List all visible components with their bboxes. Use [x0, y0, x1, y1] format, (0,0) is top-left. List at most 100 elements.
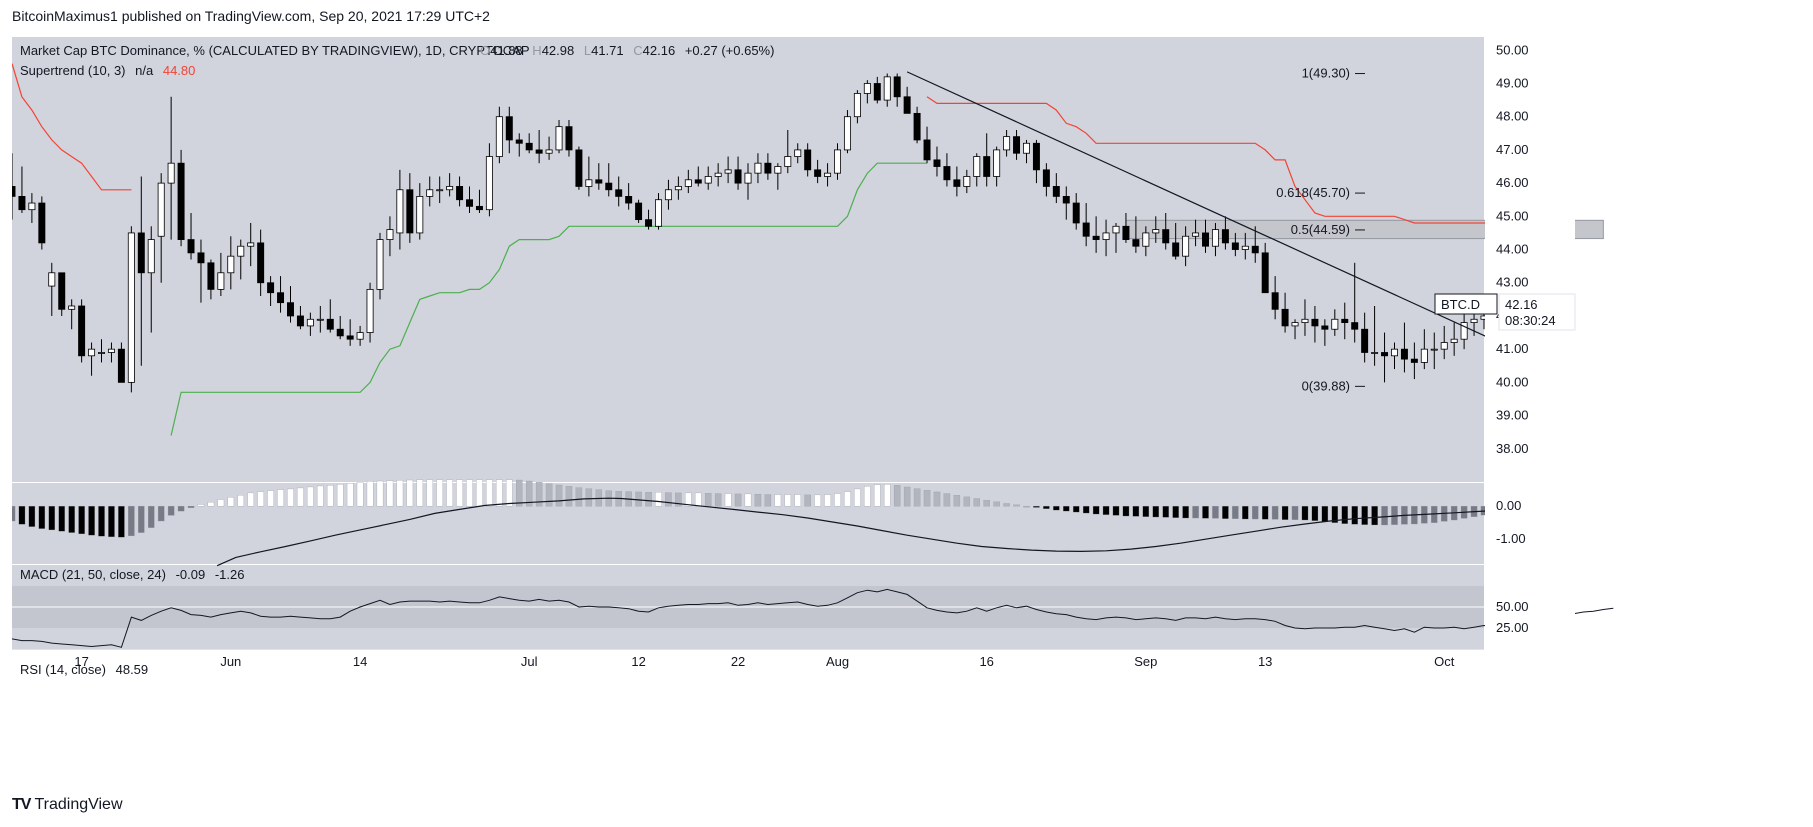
- macd-histogram-bar: [913, 488, 921, 507]
- candle-body: [575, 149, 583, 187]
- rsi-value: 48.59: [116, 662, 149, 677]
- candle-body: [366, 288, 374, 333]
- price-box: [1498, 293, 1576, 331]
- candle-down: [137, 176, 145, 366]
- candle-body: [18, 196, 26, 211]
- candle-body: [784, 156, 792, 167]
- candle-body: [197, 252, 205, 264]
- price-axis-tick: 43.00: [1496, 275, 1529, 290]
- candle-up: [744, 163, 752, 200]
- macd-histogram-bar: [336, 484, 344, 507]
- candle-up: [147, 226, 155, 333]
- tradingview-brand[interactable]: TV TradingView: [12, 796, 123, 814]
- candle-down: [1221, 216, 1229, 250]
- candle-down: [277, 276, 285, 313]
- candle-up: [1371, 305, 1379, 366]
- candle-body: [1032, 142, 1040, 171]
- macd-histogram-bar: [575, 487, 583, 507]
- macd-histogram-bar: [1003, 503, 1010, 507]
- candle-body: [754, 162, 762, 174]
- macd-histogram-bar: [177, 505, 185, 512]
- macd-histogram-bar: [58, 505, 65, 532]
- candle-down: [764, 153, 772, 180]
- macd-histogram-bar: [78, 505, 85, 535]
- candle-body: [1470, 318, 1478, 323]
- macd-histogram-bar: [724, 493, 732, 507]
- candle-up: [1420, 329, 1428, 370]
- macd-signal-line: [216, 497, 1529, 567]
- candle-body: [525, 142, 533, 151]
- candle-down: [287, 286, 294, 323]
- macd-histogram-bar: [197, 504, 205, 507]
- candle-body: [1400, 348, 1408, 360]
- candle-up: [863, 80, 871, 104]
- candle-body: [1311, 318, 1319, 327]
- macd-histogram-bar: [376, 480, 384, 507]
- candle-down: [406, 173, 414, 243]
- candle-body: [1052, 186, 1060, 197]
- price-axis-tick: 47.00: [1496, 142, 1529, 157]
- macd-histogram-bar: [635, 491, 642, 507]
- macd-value-2: -1.26: [215, 567, 245, 582]
- macd-histogram-bar: [1311, 505, 1319, 521]
- candle-body: [635, 202, 643, 221]
- candle-up: [1430, 332, 1438, 370]
- candle-down: [1361, 312, 1369, 363]
- macd-histogram-bar: [834, 493, 841, 507]
- chart-area[interactable]: 1(49.30) 0.618(45.70) 0.5(44.59) 0(39.88) 5…: [8, 37, 1795, 782]
- candle-body: [1281, 308, 1289, 327]
- macd-histogram-bar: [456, 479, 463, 507]
- macd-histogram-bar: [953, 495, 961, 507]
- price-label: BTC.D 42.16 08:30:24: [1434, 293, 1576, 331]
- fib-level-label: 0.5(44.59): [1291, 222, 1350, 237]
- candle-down: [475, 189, 483, 214]
- chart-svg[interactable]: 1(49.30) 0.618(45.70) 0.5(44.59) 0(39.88) 5…: [8, 37, 1795, 782]
- candle-up: [555, 120, 563, 154]
- macd-histogram-bar: [1242, 505, 1249, 520]
- candle-up: [68, 299, 76, 330]
- candle-down: [456, 176, 464, 207]
- macd-histogram-bar: [973, 498, 980, 507]
- supertrend-down-line: [926, 96, 1494, 224]
- candle-down: [535, 129, 543, 164]
- macd-histogram-bar: [983, 500, 990, 507]
- candle-body: [406, 189, 414, 234]
- macd-value-1: -0.09: [176, 567, 206, 582]
- candle-body: [873, 83, 881, 101]
- close-value: 42.16: [643, 43, 676, 58]
- macd-histogram-bar: [923, 490, 931, 507]
- candle-body: [883, 76, 891, 101]
- macd-histogram-bar: [1281, 505, 1289, 520]
- macd-histogram-bar: [257, 491, 264, 507]
- fib-level-label: 0(39.88): [1302, 378, 1350, 393]
- macd-histogram-bar: [1261, 505, 1269, 520]
- candle-down: [346, 319, 354, 346]
- candle-body: [1202, 232, 1209, 247]
- candle-body: [983, 156, 991, 177]
- macd-histogram-bar: [734, 493, 742, 507]
- candle-body: [545, 149, 553, 154]
- candle-body: [913, 112, 921, 141]
- candle-body: [515, 139, 523, 144]
- candle-body: [137, 232, 145, 274]
- macd-histogram-bar: [187, 505, 195, 508]
- candle-body: [1420, 348, 1428, 363]
- candle-body: [1082, 222, 1090, 237]
- candle-body: [1271, 292, 1279, 310]
- candle-down: [525, 133, 533, 154]
- candle-down: [296, 305, 304, 330]
- macd-histogram-bar: [1082, 505, 1090, 514]
- macd-histogram-bar: [714, 493, 722, 507]
- price-axis: [1485, 37, 1575, 649]
- candle-up: [98, 339, 105, 363]
- candle-down: [1311, 305, 1319, 343]
- candle-up: [1192, 219, 1200, 247]
- candle-down: [595, 163, 603, 190]
- supertrend-legend: Supertrend (10, 3) n/a 44.80: [20, 63, 195, 78]
- macd-histogram-bar: [108, 505, 115, 538]
- candle-down: [804, 143, 812, 177]
- macd-histogram-bar: [754, 494, 762, 507]
- candle-body: [386, 229, 394, 240]
- price-axis-tick: 50.00: [1496, 42, 1529, 57]
- candle-down: [605, 163, 613, 197]
